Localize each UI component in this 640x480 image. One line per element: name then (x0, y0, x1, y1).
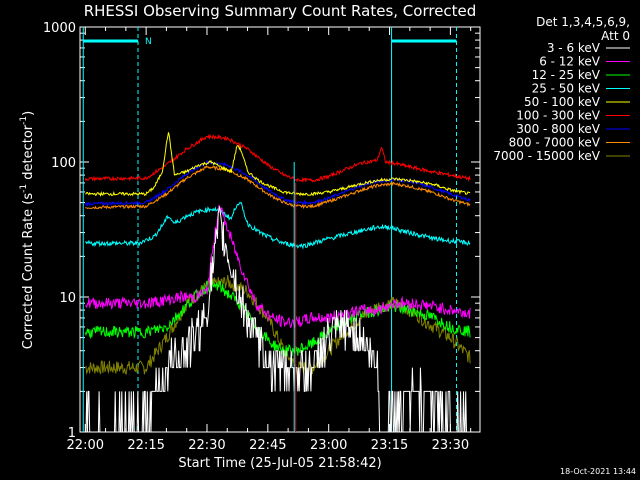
x-tick-label: 22:00 (67, 438, 104, 453)
x-tick-label: 22:30 (188, 438, 225, 453)
x-tick-label: 23:30 (432, 438, 469, 453)
legend-label: 12 - 25 keV (532, 68, 601, 82)
x-tick-label: 22:15 (127, 438, 164, 453)
legend-label: 100 - 300 keV (516, 109, 600, 123)
y-tick-label: 1 (68, 426, 76, 441)
night-marker: N (145, 37, 152, 47)
y-axis-label-exp1: -1 (19, 184, 29, 193)
legend-label: 25 - 50 keV (532, 82, 601, 96)
legend-label: 800 - 7000 keV (509, 136, 601, 150)
series-line (84, 279, 471, 357)
series-line (85, 204, 471, 329)
legend-label: 50 - 100 keV (524, 95, 601, 109)
series-line (85, 132, 471, 197)
series-line (84, 201, 471, 250)
legend-label: 300 - 800 keV (516, 122, 600, 136)
footer-timestamp: 18-Oct-2021 13:44 (560, 467, 636, 476)
legend-label: 3 - 6 keV (547, 41, 601, 55)
x-axis-label: Start Time (25-Jul-05 21:58:42) (178, 456, 381, 471)
y-axis-label-end: ) (21, 111, 36, 116)
series-line (85, 165, 471, 210)
legend-header-line2: Att 0 (601, 29, 630, 43)
y-axis-label-main: Corrected Count Rate (s (21, 193, 36, 350)
x-tick-label: 22:45 (249, 438, 286, 453)
y-tick-label: 1000 (43, 21, 76, 36)
y-tick-label: 10 (59, 291, 76, 306)
plot-frame (79, 26, 481, 433)
chart-title: RHESSI Observing Summary Count Rates, Co… (84, 2, 477, 20)
series-line (84, 133, 471, 183)
attenuator-markers (82, 27, 457, 432)
y-axis-label-exp2: -1 (19, 116, 29, 125)
legend-label: 6 - 12 keV (539, 55, 601, 69)
legend-header-line1: Det 1,3,4,5,6,9, (536, 15, 630, 29)
x-tick-label: 23:00 (310, 438, 347, 453)
x-tick-label: 23:15 (371, 438, 408, 453)
tick-layer: 22:00 22:15 22:30 22:45 23:00 23:15 23:30 1 10 10… (43, 21, 480, 453)
y-axis-label: Corrected Count Rate (s-1 detector-1) (19, 111, 36, 349)
y-axis-label-mid: detector (21, 124, 36, 184)
series-layer (84, 132, 471, 433)
y-tick-label: 100 (51, 156, 76, 171)
series-line (85, 206, 471, 433)
legend-label: 7000 - 15000 keV (493, 149, 600, 163)
